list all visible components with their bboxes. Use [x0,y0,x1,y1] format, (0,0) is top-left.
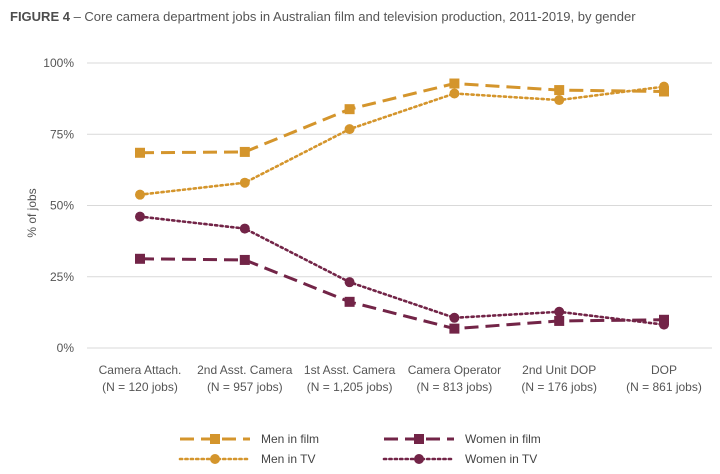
data-point-marker [344,104,355,115]
y-tick-label: 50% [50,199,74,213]
data-point-marker [344,296,355,307]
data-point-marker [414,434,424,444]
data-point-marker [210,454,220,464]
legend-item: Women in TV [382,452,537,466]
data-point-marker [414,454,424,464]
x-tick-count: (N = 813 jobs) [417,380,493,394]
series-men-in-film [135,78,669,158]
series-men-in-tv [135,81,669,200]
data-point-marker [135,189,145,200]
legend-label: Women in TV [465,452,537,466]
series-women-in-tv [135,211,669,330]
y-tick-label: 75% [50,127,74,141]
legend: Men in film Men in TV Women in film Women i… [178,432,541,466]
figure-title-text: – Core camera department jobs in Austral… [70,9,636,24]
x-tick-label: 1st Asst. Camera (N = 1,205 jobs) [304,363,396,394]
x-tick-category: Camera Operator [408,363,501,377]
data-point-marker [135,253,145,264]
data-point-marker [554,95,565,106]
series-line [139,82,665,155]
x-tick-count: (N = 861 jobs) [626,380,702,394]
data-point-marker [210,434,220,444]
x-tick-label: 2nd Unit DOP (N = 176 jobs) [521,363,597,394]
x-tick-label: DOP (N = 861 jobs) [626,363,702,394]
data-point-marker [239,177,250,188]
y-tick-label: 0% [57,341,75,355]
legend-item: Men in TV [178,452,315,466]
legend-label: Men in TV [261,452,315,466]
data-point-marker [449,78,460,89]
data-point-marker [449,312,460,323]
data-point-marker [449,88,460,99]
x-tick-category: 2nd Unit DOP [522,363,596,377]
x-tick-category: DOP [651,363,677,377]
x-tick-category: 1st Asst. Camera [304,363,396,377]
legend-label: Women in film [465,432,541,446]
data-point-marker [449,323,460,334]
series-layer [135,78,669,334]
x-tick-label: Camera Attach. (N = 120 jobs) [99,363,182,394]
legend-item: Men in film [180,432,319,446]
x-tick-count: (N = 1,205 jobs) [307,380,393,394]
data-point-marker [135,211,145,222]
x-tick-count: (N = 176 jobs) [521,380,597,394]
chart-title: FIGURE 4 – Core camera department jobs i… [10,9,636,24]
data-point-marker [344,277,355,288]
series-women-in-film [135,253,669,334]
series-line [138,85,666,196]
x-tick-category: 2nd Asst. Camera [197,363,293,377]
gridlines [87,62,712,349]
series-line [138,215,666,326]
data-point-marker [135,147,145,158]
data-point-marker [659,319,669,330]
figure-label: FIGURE 4 [10,9,71,24]
x-tick-count: (N = 957 jobs) [207,380,283,394]
x-tick-count: (N = 120 jobs) [102,380,178,394]
y-tick-label: 100% [43,56,74,70]
data-point-marker [659,81,669,92]
y-tick-label: 25% [50,270,74,284]
series-line [139,257,665,331]
x-tick-labels: Camera Attach. (N = 120 jobs) 2nd Asst. Ca… [99,363,702,394]
data-point-marker [554,315,565,326]
data-point-marker [239,254,250,265]
y-axis-title: % of jobs [25,188,39,237]
y-tick-labels: 0% 25% 50% 75% 100% [43,56,74,355]
x-tick-label: 2nd Asst. Camera (N = 957 jobs) [197,363,293,394]
legend-item: Women in film [384,432,541,446]
data-point-marker [239,223,250,234]
data-point-marker [554,306,565,317]
data-point-marker [344,124,355,135]
data-point-marker [239,146,250,157]
legend-label: Men in film [261,432,319,446]
data-point-marker [554,85,565,96]
x-tick-label: Camera Operator (N = 813 jobs) [408,363,501,394]
x-tick-category: Camera Attach. [99,363,182,377]
